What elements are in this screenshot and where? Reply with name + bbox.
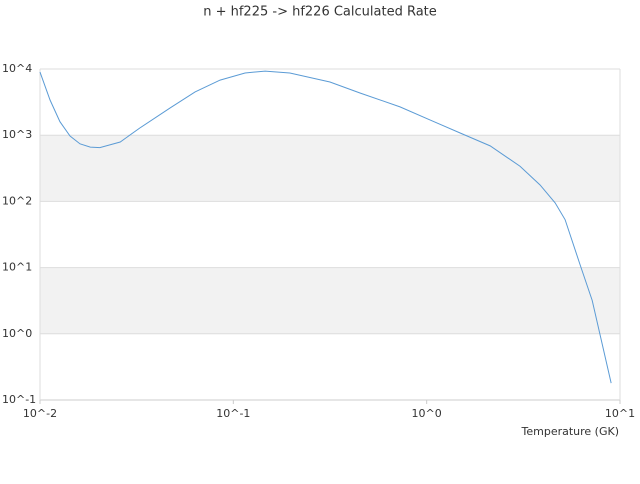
chart-title: n + hf225 -> hf226 Calculated Rate: [203, 5, 437, 20]
y-tick-label: 10^3: [2, 128, 32, 141]
y-tick-label: 10^2: [2, 194, 32, 207]
y-tick-label: 10^-1: [2, 393, 36, 406]
x-tick-label: 10^0: [412, 407, 442, 420]
x-axis-label: Temperature (GK): [521, 425, 620, 438]
y-tick-label: 10^0: [2, 327, 32, 340]
y-tick-label: 10^4: [2, 62, 32, 75]
x-tick-label: 10^-1: [216, 407, 250, 420]
grid-band: [40, 135, 620, 202]
y-tick-label: 10^1: [2, 261, 32, 274]
x-tick-label: 10^-2: [23, 407, 57, 420]
x-tick-label: 10^1: [605, 407, 635, 420]
data-line: [39, 70, 612, 384]
grid-band: [40, 267, 620, 334]
